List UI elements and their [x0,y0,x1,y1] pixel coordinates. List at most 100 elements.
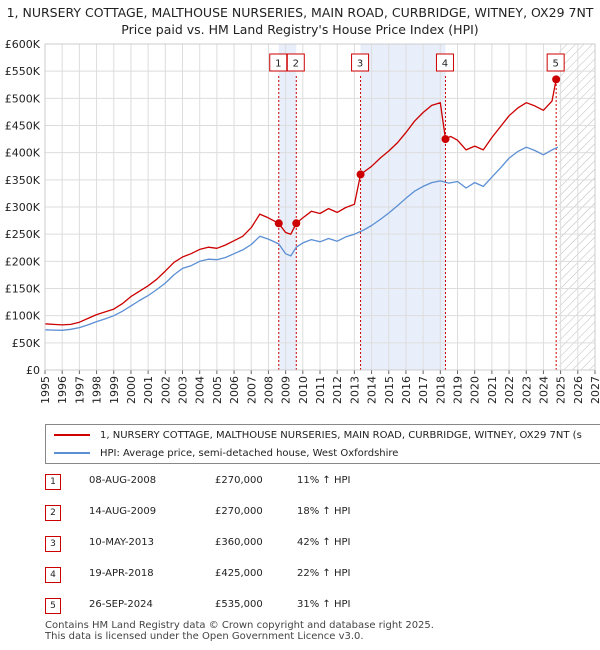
sale-markers: 1 2 3 4 5 [269,53,565,228]
x-tick-label: 2015 [383,376,396,404]
x-tick-label: 2002 [159,376,172,404]
x-tick-label: 2017 [417,376,430,404]
sale-marker-label: 1 [275,59,281,70]
x-tick-label: 1998 [91,376,104,404]
sale-date: 08-AUG-2008 [89,475,157,486]
y-tick-label: £600K [5,38,41,51]
series-line-property [45,76,559,326]
sale-price: £535,000 [215,599,263,610]
x-tick-label: 2027 [589,376,600,404]
sale-marker-box [435,53,454,72]
x-tick-label: 2003 [177,376,190,404]
y-tick-label: £400K [5,147,41,160]
x-tick-label: 2026 [572,376,585,404]
x-tick-label: 2004 [194,376,207,404]
sale-row: 2 14-AUG-2009 £270,000 18% ↑ HPI [45,503,405,534]
legend-swatch-property [54,434,90,436]
sale-point [552,75,561,84]
sale-marker-box [351,53,370,72]
sale-number-badge: 5 [45,598,61,614]
sale-hpi-change: 31% ↑ HPI [297,599,351,610]
y-tick-label: £100K [5,310,41,323]
legend-item-hpi: HPI: Average price, semi-detached house,… [54,445,398,461]
chart-title-line2: Price paid vs. HM Land Registry's House … [121,22,479,37]
sale-point [441,135,450,144]
x-tick-label: 2008 [262,376,275,404]
x-tick-label: 2023 [520,376,533,404]
sale-hpi-change: 18% ↑ HPI [297,506,351,517]
legend-swatch-hpi [54,452,90,454]
y-axis-ticks: £0 £50K £100K £150K £200K £250K £300K £350K £400… [5,38,41,377]
y-tick-label: £50K [12,337,41,350]
x-tick-label: 2016 [400,376,413,404]
sale-date: 14-AUG-2009 [89,506,157,517]
sale-hpi-change: 22% ↑ HPI [297,568,351,579]
x-tick-label: 2000 [125,376,138,404]
sale-row: 1 08-AUG-2008 £270,000 11% ↑ HPI [45,472,405,503]
legend-label-property: 1, NURSERY COTTAGE, MALTHOUSE NURSERIES,… [100,429,582,441]
series-lines [45,76,559,331]
x-tick-label: 1996 [56,376,69,404]
legend-label-hpi: HPI: Average price, semi-detached house,… [100,447,399,459]
x-tick-label: 2012 [331,376,344,404]
x-axis-ticks: 1995 1996 1997 1998 1999 2000 2001 2002 2003 2004… [39,370,600,404]
sale-marker-box [546,53,565,72]
x-tick-label: 2005 [211,376,224,404]
x-tick-label: 2009 [280,376,293,404]
grid [44,43,596,371]
sale-row: 4 19-APR-2018 £425,000 22% ↑ HPI [45,565,405,596]
x-tick-label: 2011 [314,376,327,404]
x-tick-label: 2022 [503,376,516,404]
plot-frame [44,43,596,371]
sale-price: £270,000 [215,506,263,517]
sale-date: 26-SEP-2024 [89,599,153,610]
x-tick-label: 2020 [469,376,482,404]
price-chart: 1 2 3 4 5 £0 £50K £100K £150K £200K £250K £300K £35… [5,38,600,404]
x-tick-label: 2013 [348,376,361,404]
sale-row: 5 26-SEP-2024 £535,000 31% ↑ HPI [45,596,405,627]
x-tick-label: 2001 [142,376,155,404]
footer-copyright: Contains HM Land Registry data © Crown c… [45,620,434,631]
x-tick-label: 1997 [73,376,86,404]
footer: Contains HM Land Registry data © Crown c… [45,620,434,642]
sale-number-badge: 2 [45,505,61,521]
sale-number-badge: 4 [45,567,61,583]
sale-hpi-change: 42% ↑ HPI [297,537,351,548]
sale-price: £270,000 [215,475,263,486]
sale-number-badge: 1 [45,474,61,490]
sale-price: £360,000 [215,537,263,548]
sale-marker-label: 2 [293,59,299,70]
sale-point [292,219,301,228]
sale-number-badge: 3 [45,536,61,552]
sales-table: 1 08-AUG-2008 £270,000 11% ↑ HPI 2 14-AUG-200… [45,472,405,627]
y-tick-label: £250K [5,228,41,241]
y-tick-label: £500K [5,92,41,105]
x-tick-label: 1999 [108,376,121,404]
sale-marker-label: 5 [552,59,558,70]
y-tick-label: £200K [5,255,41,268]
sale-date: 19-APR-2018 [89,568,154,579]
x-tick-label: 2018 [434,376,447,404]
sale-marker-box [269,53,288,72]
sale-marker-label: 4 [442,59,448,70]
sale-vlines [278,76,557,370]
y-tick-label: £0 [26,364,40,377]
y-tick-label: £350K [5,174,41,187]
x-tick-label: 2021 [486,376,499,404]
sale-hpi-change: 11% ↑ HPI [297,475,351,486]
sale-price: £425,000 [215,568,263,579]
sale-marker-box [286,53,305,72]
sale-marker-label: 3 [357,59,363,70]
legend-item-property: 1, NURSERY COTTAGE, MALTHOUSE NURSERIES,… [54,427,582,443]
sale-date: 10-MAY-2013 [89,537,155,548]
x-tick-label: 2006 [228,376,241,404]
x-tick-label: 2024 [537,376,550,404]
sale-row: 3 10-MAY-2013 £360,000 42% ↑ HPI [45,534,405,565]
x-tick-label: 2007 [245,376,258,404]
x-tick-label: 2010 [297,376,310,404]
y-tick-label: £450K [5,120,41,133]
sale-point [274,219,283,228]
x-tick-label: 1995 [39,376,52,404]
footer-licence: This data is licensed under the Open Gov… [45,631,364,642]
chart-title: 1, NURSERY COTTAGE, MALTHOUSE NURSERIES,… [0,4,600,38]
